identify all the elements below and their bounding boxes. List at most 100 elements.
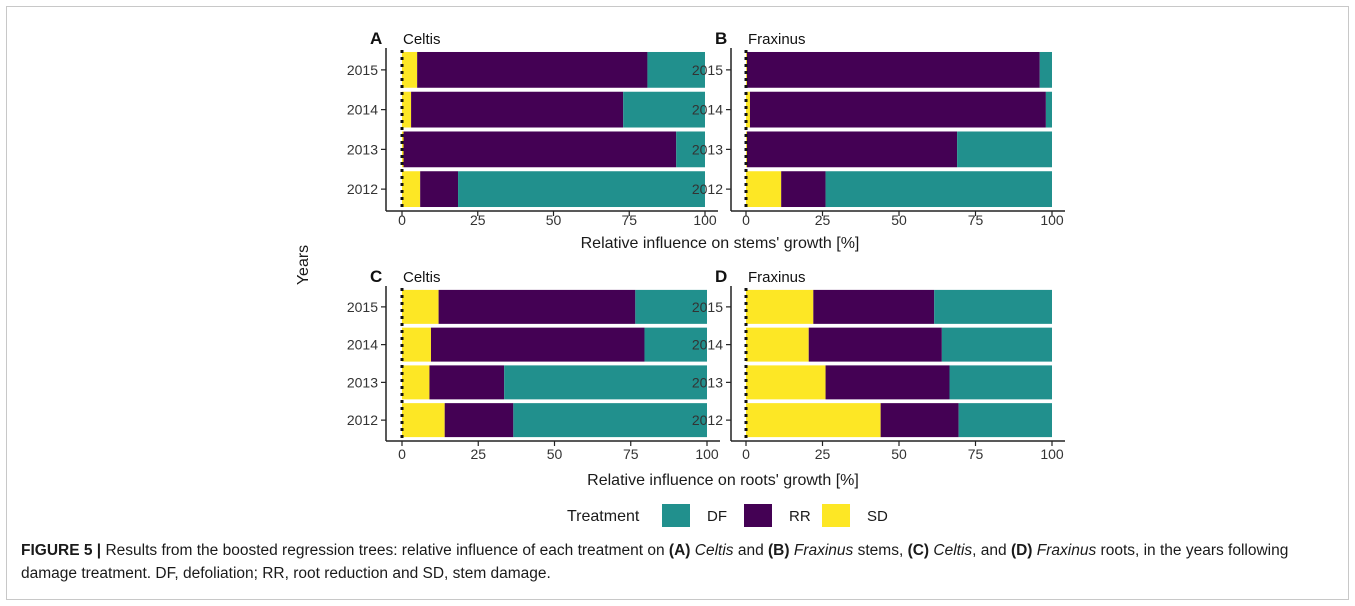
caption-part: roots, in the years following damage tre… xyxy=(21,542,1289,582)
bar-rr-2012 xyxy=(444,403,514,438)
panel-title: Celtis xyxy=(403,31,441,48)
bar-df-2014 xyxy=(644,327,707,362)
bar-rr-2014 xyxy=(808,327,942,362)
bar-rr-2012 xyxy=(781,171,826,208)
bar-df-2015 xyxy=(934,289,1052,324)
bar-rr-2015 xyxy=(438,289,636,324)
bar-df-2013 xyxy=(676,131,705,168)
bar-rr-2013 xyxy=(825,365,950,400)
bar-rr-2014 xyxy=(749,91,1046,128)
legend-swatch-sd xyxy=(822,504,850,527)
x-tick-label: 100 xyxy=(693,212,717,228)
x-tick-label: 25 xyxy=(470,212,486,228)
figure-frame: Years Relative influence on stems' growt… xyxy=(6,6,1349,600)
bar-sd-2012 xyxy=(402,403,445,438)
caption-part: Celtis xyxy=(933,542,973,559)
legend-label-df: DF xyxy=(707,508,727,525)
bar-sd-2013 xyxy=(746,365,826,400)
y-tick-label: 2014 xyxy=(692,102,723,118)
panel-title: Fraxinus xyxy=(748,269,806,286)
bar-sd-2015 xyxy=(746,289,814,324)
bar-sd-2014 xyxy=(746,327,809,362)
x-tick-label: 50 xyxy=(891,212,907,228)
legend-label-sd: SD xyxy=(867,508,888,525)
bar-sd-2014 xyxy=(402,327,431,362)
x-tick-label: 0 xyxy=(742,446,750,462)
caption-part: (B) xyxy=(768,542,790,559)
caption-part: and xyxy=(733,542,769,559)
bar-df-2015 xyxy=(647,51,705,88)
bar-rr-2015 xyxy=(746,51,1040,88)
x-tick-label: 50 xyxy=(547,446,563,462)
bar-rr-2012 xyxy=(420,171,459,208)
x-tick-label: 0 xyxy=(398,212,406,228)
panel-a: A Celtis 2015 2014 2013 2012 0 25 50 75 100 xyxy=(347,29,718,228)
panel-letter: A xyxy=(370,29,382,48)
caption-part: Fraxinus xyxy=(793,542,854,559)
panel-b: B Fraxinus 2015 2014 2013 2012 0 25 50 75 100 xyxy=(692,29,1065,228)
bar-df-2012 xyxy=(458,171,705,208)
bar-df-2012 xyxy=(513,403,707,438)
panel-c: C Celtis 2015 2014 2013 2012 0 25 50 75 100 xyxy=(347,267,720,462)
y-tick-label: 2013 xyxy=(347,141,378,157)
legend-swatch-df xyxy=(662,504,690,527)
bar-df-2015 xyxy=(1039,51,1052,88)
bar-sd-2015 xyxy=(402,289,439,324)
bar-rr-2013 xyxy=(746,131,958,168)
bar-rr-2013 xyxy=(429,365,505,400)
x-tick-label: 75 xyxy=(621,212,637,228)
figure-svg: Years Relative influence on stems' growt… xyxy=(295,29,1065,527)
bar-df-2012 xyxy=(958,403,1052,438)
bar-rr-2012 xyxy=(880,403,959,438)
x-tick-label: 25 xyxy=(470,446,486,462)
y-tick-label: 2013 xyxy=(692,374,723,390)
figure-label: FIGURE 5 | xyxy=(21,542,102,559)
bar-df-2014 xyxy=(1045,91,1052,128)
x-tick-label: 0 xyxy=(742,212,750,228)
y-tick-label: 2012 xyxy=(692,181,723,197)
y-tick-label: 2012 xyxy=(347,412,378,428)
bar-rr-2014 xyxy=(411,91,624,128)
legend: Treatment DF RR SD xyxy=(567,504,888,527)
top-xlabel: Relative influence on stems' growth [%] xyxy=(581,235,860,252)
bar-df-2014 xyxy=(941,327,1052,362)
panel-title: Fraxinus xyxy=(748,31,806,48)
panel-letter: C xyxy=(370,267,382,286)
y-axis-title: Years xyxy=(295,245,312,285)
x-tick-label: 100 xyxy=(695,446,719,462)
y-tick-label: 2015 xyxy=(347,62,378,78)
bar-df-2013 xyxy=(957,131,1052,168)
bar-df-2014 xyxy=(623,91,705,128)
y-tick-label: 2015 xyxy=(692,62,723,78)
bar-rr-2015 xyxy=(417,51,648,88)
bar-sd-2012 xyxy=(746,171,782,208)
x-tick-label: 75 xyxy=(968,212,984,228)
y-tick-label: 2013 xyxy=(692,141,723,157)
legend-title: Treatment xyxy=(567,508,640,525)
panel-title: Celtis xyxy=(403,269,441,286)
y-tick-label: 2014 xyxy=(692,337,723,353)
y-tick-label: 2014 xyxy=(347,337,378,353)
bar-rr-2014 xyxy=(430,327,645,362)
y-tick-label: 2015 xyxy=(347,299,378,315)
bar-sd-2014 xyxy=(402,91,412,128)
x-tick-label: 0 xyxy=(398,446,406,462)
caption-text: Results from the boosted regression tree… xyxy=(21,542,1288,582)
legend-swatch-rr xyxy=(744,504,772,527)
x-tick-label: 25 xyxy=(815,212,831,228)
bar-rr-2015 xyxy=(813,289,935,324)
bar-df-2013 xyxy=(949,365,1052,400)
panels: A Celtis 2015 2014 2013 2012 0 25 50 75 100 B Fraxin… xyxy=(347,29,1065,462)
y-tick-label: 2015 xyxy=(692,299,723,315)
bar-sd-2013 xyxy=(402,365,430,400)
x-tick-label: 25 xyxy=(815,446,831,462)
x-tick-label: 100 xyxy=(1040,446,1064,462)
y-tick-label: 2013 xyxy=(347,374,378,390)
caption-part: , and xyxy=(972,542,1011,559)
bar-rr-2013 xyxy=(403,131,677,168)
bar-sd-2014 xyxy=(746,91,750,128)
panel-letter: D xyxy=(715,267,727,286)
bar-df-2012 xyxy=(825,171,1052,208)
bar-df-2013 xyxy=(504,365,707,400)
caption-part: (C) xyxy=(907,542,930,559)
